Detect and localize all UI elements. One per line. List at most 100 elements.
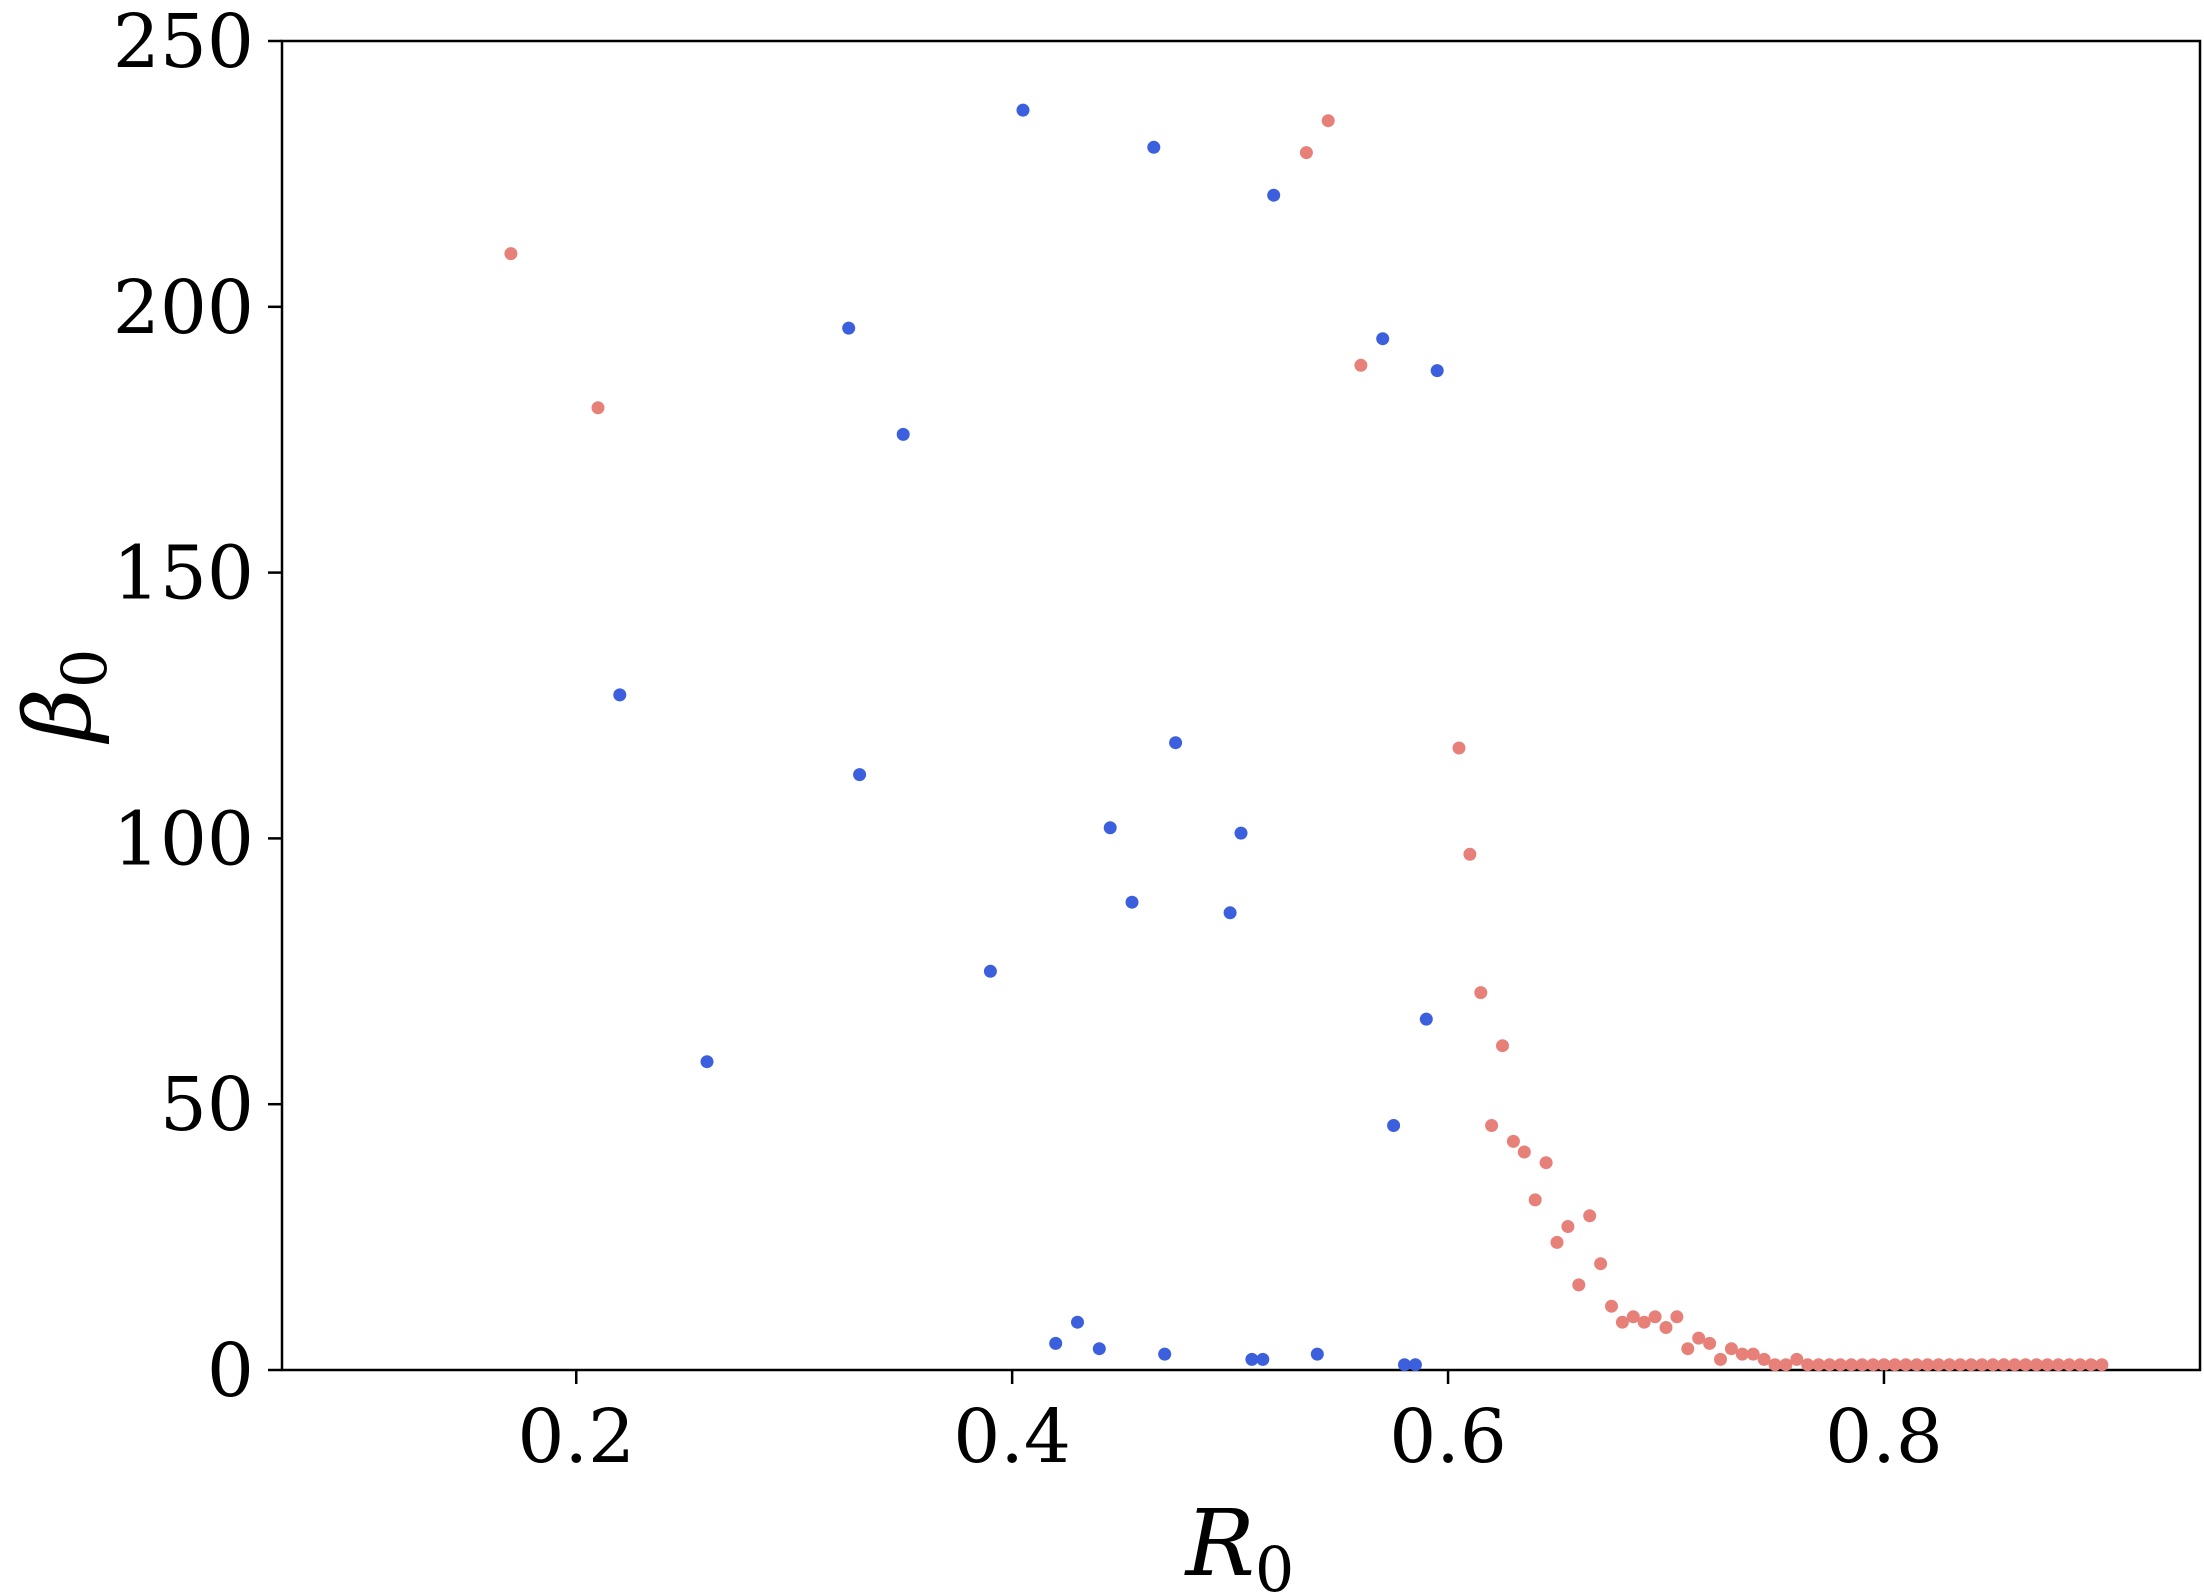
x-axis-label-subscript: 0 — [1255, 1533, 1294, 1596]
data-point-s1-37 — [1801, 1358, 1815, 1372]
data-point-s1-5 — [1452, 741, 1466, 755]
data-point-s1-1 — [591, 401, 605, 415]
data-point-s1-34 — [1768, 1358, 1782, 1372]
points-layer — [504, 103, 2109, 1372]
data-point-s1-25 — [1670, 1310, 1684, 1324]
x-axis-label-main: R — [1184, 1490, 1255, 1596]
data-point-s1-49 — [1932, 1358, 1945, 1372]
y-tick-label: 0 — [207, 1328, 254, 1414]
data-point-s1-22 — [1637, 1315, 1651, 1329]
data-point-s0-3 — [853, 768, 867, 782]
data-point-s1-52 — [1964, 1358, 1978, 1372]
data-point-s1-61 — [2062, 1358, 2076, 1372]
data-point-s1-21 — [1626, 1310, 1640, 1324]
data-point-s1-17 — [1583, 1209, 1597, 1223]
x-tick-label: 0.6 — [1389, 1394, 1507, 1480]
x-axis-label: R0 — [1184, 1490, 1295, 1596]
data-point-s0-17 — [1245, 1352, 1259, 1366]
y-axis: 0 50 100 150 200 250 — [113, 0, 282, 1414]
data-point-s1-6 — [1463, 847, 1477, 861]
y-tick-label: 250 — [113, 0, 254, 85]
data-point-s1-57 — [2019, 1358, 2033, 1372]
y-axis-label-main: β — [5, 688, 112, 744]
data-point-s1-18 — [1594, 1257, 1608, 1271]
data-point-s1-32 — [1746, 1347, 1760, 1361]
data-point-s0-21 — [1376, 332, 1390, 346]
data-point-s0-9 — [1092, 1342, 1106, 1356]
data-point-s0-13 — [1158, 1347, 1172, 1361]
x-axis: 0.2 0.4 0.6 0.8 — [517, 1370, 1943, 1480]
data-point-s0-1 — [700, 1055, 714, 1069]
data-point-s1-58 — [2030, 1358, 2043, 1372]
data-point-s1-31 — [1735, 1347, 1749, 1361]
data-point-s1-47 — [1910, 1358, 1924, 1372]
data-point-s1-56 — [2008, 1358, 2022, 1372]
data-point-s1-40 — [1833, 1358, 1847, 1372]
data-point-s0-0 — [613, 688, 627, 702]
data-point-s1-9 — [1496, 1039, 1509, 1053]
data-point-s0-22 — [1387, 1119, 1401, 1132]
data-point-s0-16 — [1234, 826, 1248, 840]
y-axis-label-subscript: 0 — [48, 649, 121, 688]
data-point-s0-23 — [1398, 1358, 1411, 1372]
data-point-s1-35 — [1779, 1358, 1793, 1372]
data-point-s1-7 — [1474, 986, 1488, 1000]
data-point-s1-24 — [1659, 1321, 1673, 1334]
x-tick-label: 0.8 — [1825, 1394, 1943, 1480]
data-point-s1-44 — [1877, 1358, 1891, 1372]
data-point-s1-11 — [1517, 1145, 1531, 1159]
data-point-s0-19 — [1267, 188, 1281, 202]
data-point-s1-46 — [1899, 1358, 1913, 1372]
data-point-s1-43 — [1866, 1358, 1880, 1372]
x-tick-label: 0.4 — [953, 1394, 1071, 1480]
data-point-s1-0 — [504, 247, 518, 261]
data-point-s1-27 — [1692, 1331, 1706, 1345]
data-point-s1-26 — [1681, 1342, 1695, 1356]
data-point-s1-50 — [1942, 1358, 1956, 1372]
data-point-s1-29 — [1714, 1352, 1727, 1366]
data-point-s1-28 — [1703, 1336, 1717, 1350]
data-point-s0-20 — [1310, 1347, 1324, 1361]
data-point-s0-11 — [1125, 895, 1139, 909]
data-point-s1-62 — [2073, 1358, 2087, 1372]
y-axis-label: β0 — [5, 649, 121, 745]
data-point-s1-33 — [1757, 1352, 1771, 1366]
data-point-s1-2 — [1299, 146, 1313, 160]
data-point-s1-4 — [1354, 358, 1368, 372]
data-point-s0-14 — [1169, 736, 1183, 750]
data-point-s1-30 — [1724, 1342, 1738, 1356]
data-point-s1-53 — [1975, 1358, 1989, 1372]
y-tick-label: 50 — [160, 1062, 254, 1148]
data-point-s1-51 — [1953, 1358, 1967, 1372]
data-point-s1-55 — [1997, 1358, 2011, 1372]
x-tick-label: 0.2 — [517, 1394, 635, 1480]
data-point-s1-13 — [1539, 1156, 1553, 1170]
data-point-s1-48 — [1921, 1358, 1935, 1372]
data-point-s0-7 — [1049, 1336, 1063, 1350]
data-point-s0-8 — [1071, 1315, 1084, 1329]
y-tick-label: 150 — [113, 531, 254, 617]
data-point-s1-42 — [1855, 1358, 1869, 1372]
data-point-s1-38 — [1812, 1358, 1826, 1372]
data-point-s1-23 — [1648, 1310, 1662, 1324]
data-point-s1-60 — [2051, 1358, 2065, 1372]
data-point-s0-2 — [842, 321, 856, 335]
data-point-s0-18 — [1256, 1352, 1270, 1366]
data-point-s0-4 — [896, 427, 910, 441]
data-point-s1-64 — [2095, 1358, 2109, 1372]
data-point-s1-16 — [1572, 1278, 1586, 1292]
data-point-s0-12 — [1147, 140, 1161, 154]
data-point-s0-24 — [1408, 1358, 1422, 1372]
data-point-s1-20 — [1615, 1315, 1629, 1329]
plot-area — [280, 39, 2202, 1372]
y-tick-label: 200 — [113, 265, 254, 351]
data-point-s0-15 — [1223, 906, 1237, 920]
data-point-s1-19 — [1605, 1299, 1618, 1313]
data-point-s0-10 — [1103, 821, 1117, 835]
data-point-s1-63 — [2084, 1358, 2098, 1372]
data-point-s0-25 — [1419, 1012, 1433, 1026]
data-point-s1-3 — [1321, 114, 1335, 128]
data-point-s0-26 — [1430, 364, 1444, 378]
data-point-s1-10 — [1506, 1134, 1520, 1148]
